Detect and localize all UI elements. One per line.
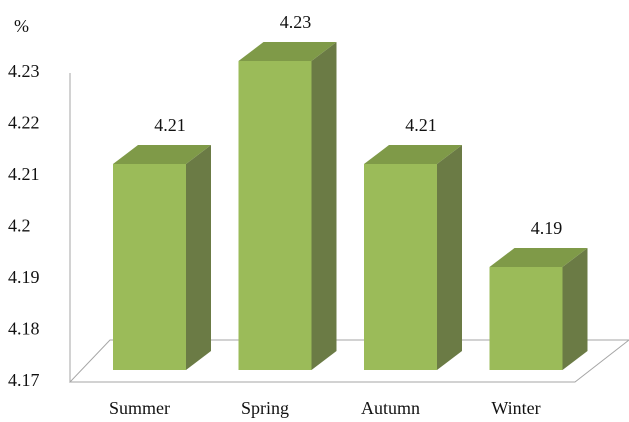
bar [489,248,588,370]
bar-front [238,61,312,370]
y-tick-label: 4.17 [8,370,40,390]
y-tick-label: 4.22 [8,113,40,133]
bar-front [113,164,186,370]
y-axis-label: % [14,16,29,36]
x-tick-label: Spring [241,398,289,418]
value-label: 4.23 [280,12,312,32]
y-tick-label: 4.21 [8,164,40,184]
value-label: 4.21 [405,115,437,135]
bar-front [489,267,563,370]
bar-top [113,145,211,164]
bar [364,145,462,370]
value-label: 4.21 [154,115,186,135]
bar-top [364,145,462,164]
bar-side [311,42,337,370]
floor [68,339,629,383]
x-tick-label: Winter [491,398,540,418]
bar-front [364,164,437,370]
bar-side [186,145,211,370]
bar [113,145,211,370]
bar-side [437,145,462,370]
value-label: 4.19 [531,218,563,238]
y-tick-label: 4.19 [8,267,40,287]
bar-side [562,248,588,370]
bar-top [238,42,337,61]
x-tick-label: Autumn [361,398,420,418]
y-tick-label: 4.23 [8,61,40,81]
bar-top [489,248,588,267]
y-tick-label: 4.18 [8,319,40,339]
bar [238,42,337,370]
y-tick-label: 4.2 [8,216,31,236]
x-tick-label: Summer [109,398,170,418]
